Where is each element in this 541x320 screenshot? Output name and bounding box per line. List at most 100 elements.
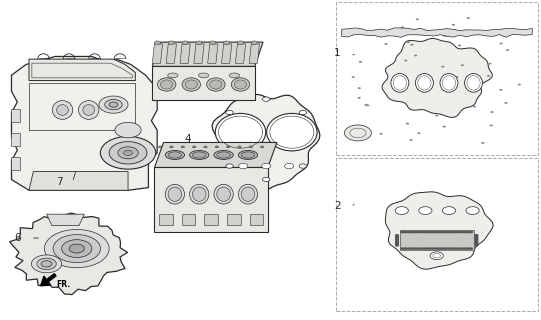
Circle shape bbox=[227, 146, 230, 148]
Circle shape bbox=[385, 30, 388, 32]
Ellipse shape bbox=[241, 152, 255, 158]
Circle shape bbox=[420, 231, 424, 233]
Circle shape bbox=[423, 247, 427, 250]
Circle shape bbox=[410, 247, 414, 250]
Circle shape bbox=[379, 133, 382, 135]
Circle shape bbox=[238, 146, 241, 148]
Ellipse shape bbox=[217, 187, 230, 201]
Ellipse shape bbox=[199, 73, 209, 78]
Circle shape bbox=[474, 236, 479, 238]
Circle shape bbox=[452, 231, 457, 233]
Text: 3: 3 bbox=[227, 82, 234, 92]
Circle shape bbox=[499, 43, 503, 44]
Circle shape bbox=[419, 207, 432, 214]
Polygon shape bbox=[194, 44, 204, 63]
Circle shape bbox=[462, 231, 466, 233]
Circle shape bbox=[359, 61, 362, 63]
Ellipse shape bbox=[214, 150, 233, 159]
Circle shape bbox=[239, 163, 248, 169]
Ellipse shape bbox=[193, 152, 206, 158]
Circle shape bbox=[407, 231, 411, 233]
Circle shape bbox=[196, 41, 202, 44]
Polygon shape bbox=[153, 66, 255, 100]
Polygon shape bbox=[180, 44, 190, 63]
Circle shape bbox=[413, 231, 418, 233]
Circle shape bbox=[370, 34, 373, 36]
Circle shape bbox=[352, 76, 355, 78]
Circle shape bbox=[474, 237, 479, 239]
Circle shape bbox=[223, 41, 230, 44]
Circle shape bbox=[53, 235, 101, 263]
Circle shape bbox=[115, 122, 141, 138]
Circle shape bbox=[410, 44, 413, 46]
Circle shape bbox=[466, 247, 470, 250]
Circle shape bbox=[417, 247, 421, 250]
Circle shape bbox=[433, 247, 437, 250]
Circle shape bbox=[262, 177, 270, 182]
Circle shape bbox=[260, 146, 264, 148]
Polygon shape bbox=[212, 94, 320, 191]
Circle shape bbox=[124, 150, 133, 156]
Ellipse shape bbox=[168, 187, 182, 201]
Circle shape bbox=[439, 231, 444, 233]
Polygon shape bbox=[29, 172, 128, 190]
Circle shape bbox=[345, 125, 372, 141]
Circle shape bbox=[446, 247, 450, 250]
Polygon shape bbox=[182, 214, 195, 225]
Polygon shape bbox=[382, 38, 492, 117]
Ellipse shape bbox=[189, 184, 209, 204]
Ellipse shape bbox=[168, 152, 182, 158]
Circle shape bbox=[400, 231, 405, 233]
Circle shape bbox=[461, 64, 464, 66]
Circle shape bbox=[395, 241, 399, 244]
Circle shape bbox=[469, 247, 473, 250]
Circle shape bbox=[395, 234, 399, 236]
Circle shape bbox=[249, 146, 253, 148]
Ellipse shape bbox=[214, 184, 233, 204]
Circle shape bbox=[401, 27, 404, 28]
Circle shape bbox=[452, 24, 455, 26]
Circle shape bbox=[436, 231, 440, 233]
Ellipse shape bbox=[157, 78, 176, 91]
Circle shape bbox=[404, 231, 408, 233]
Ellipse shape bbox=[78, 100, 99, 119]
Ellipse shape bbox=[168, 73, 178, 78]
Circle shape bbox=[436, 247, 440, 250]
Circle shape bbox=[215, 146, 219, 148]
Polygon shape bbox=[204, 214, 218, 225]
FancyArrowPatch shape bbox=[41, 274, 56, 286]
Ellipse shape bbox=[193, 187, 206, 201]
Polygon shape bbox=[29, 59, 135, 81]
Circle shape bbox=[285, 163, 294, 169]
Circle shape bbox=[101, 136, 156, 169]
Ellipse shape bbox=[182, 78, 201, 91]
Circle shape bbox=[69, 244, 84, 253]
Circle shape bbox=[420, 247, 424, 250]
Ellipse shape bbox=[217, 152, 230, 158]
Circle shape bbox=[358, 87, 361, 89]
Polygon shape bbox=[249, 44, 260, 63]
Circle shape bbox=[474, 244, 479, 247]
Circle shape bbox=[118, 147, 138, 159]
Circle shape bbox=[449, 247, 453, 250]
Circle shape bbox=[109, 102, 118, 107]
Circle shape bbox=[458, 44, 461, 46]
Circle shape bbox=[407, 247, 411, 250]
Circle shape bbox=[417, 231, 421, 233]
Ellipse shape bbox=[189, 150, 209, 159]
Circle shape bbox=[474, 238, 479, 241]
Circle shape bbox=[499, 89, 503, 91]
Circle shape bbox=[204, 146, 207, 148]
Polygon shape bbox=[11, 108, 20, 122]
Circle shape bbox=[62, 240, 92, 258]
Ellipse shape bbox=[57, 105, 68, 115]
Circle shape bbox=[400, 247, 405, 250]
Circle shape bbox=[444, 35, 447, 37]
Circle shape bbox=[37, 258, 56, 270]
Circle shape bbox=[44, 229, 109, 268]
Circle shape bbox=[452, 247, 457, 250]
Circle shape bbox=[504, 102, 507, 104]
Ellipse shape bbox=[165, 184, 184, 204]
Circle shape bbox=[435, 115, 438, 116]
Polygon shape bbox=[153, 44, 163, 63]
